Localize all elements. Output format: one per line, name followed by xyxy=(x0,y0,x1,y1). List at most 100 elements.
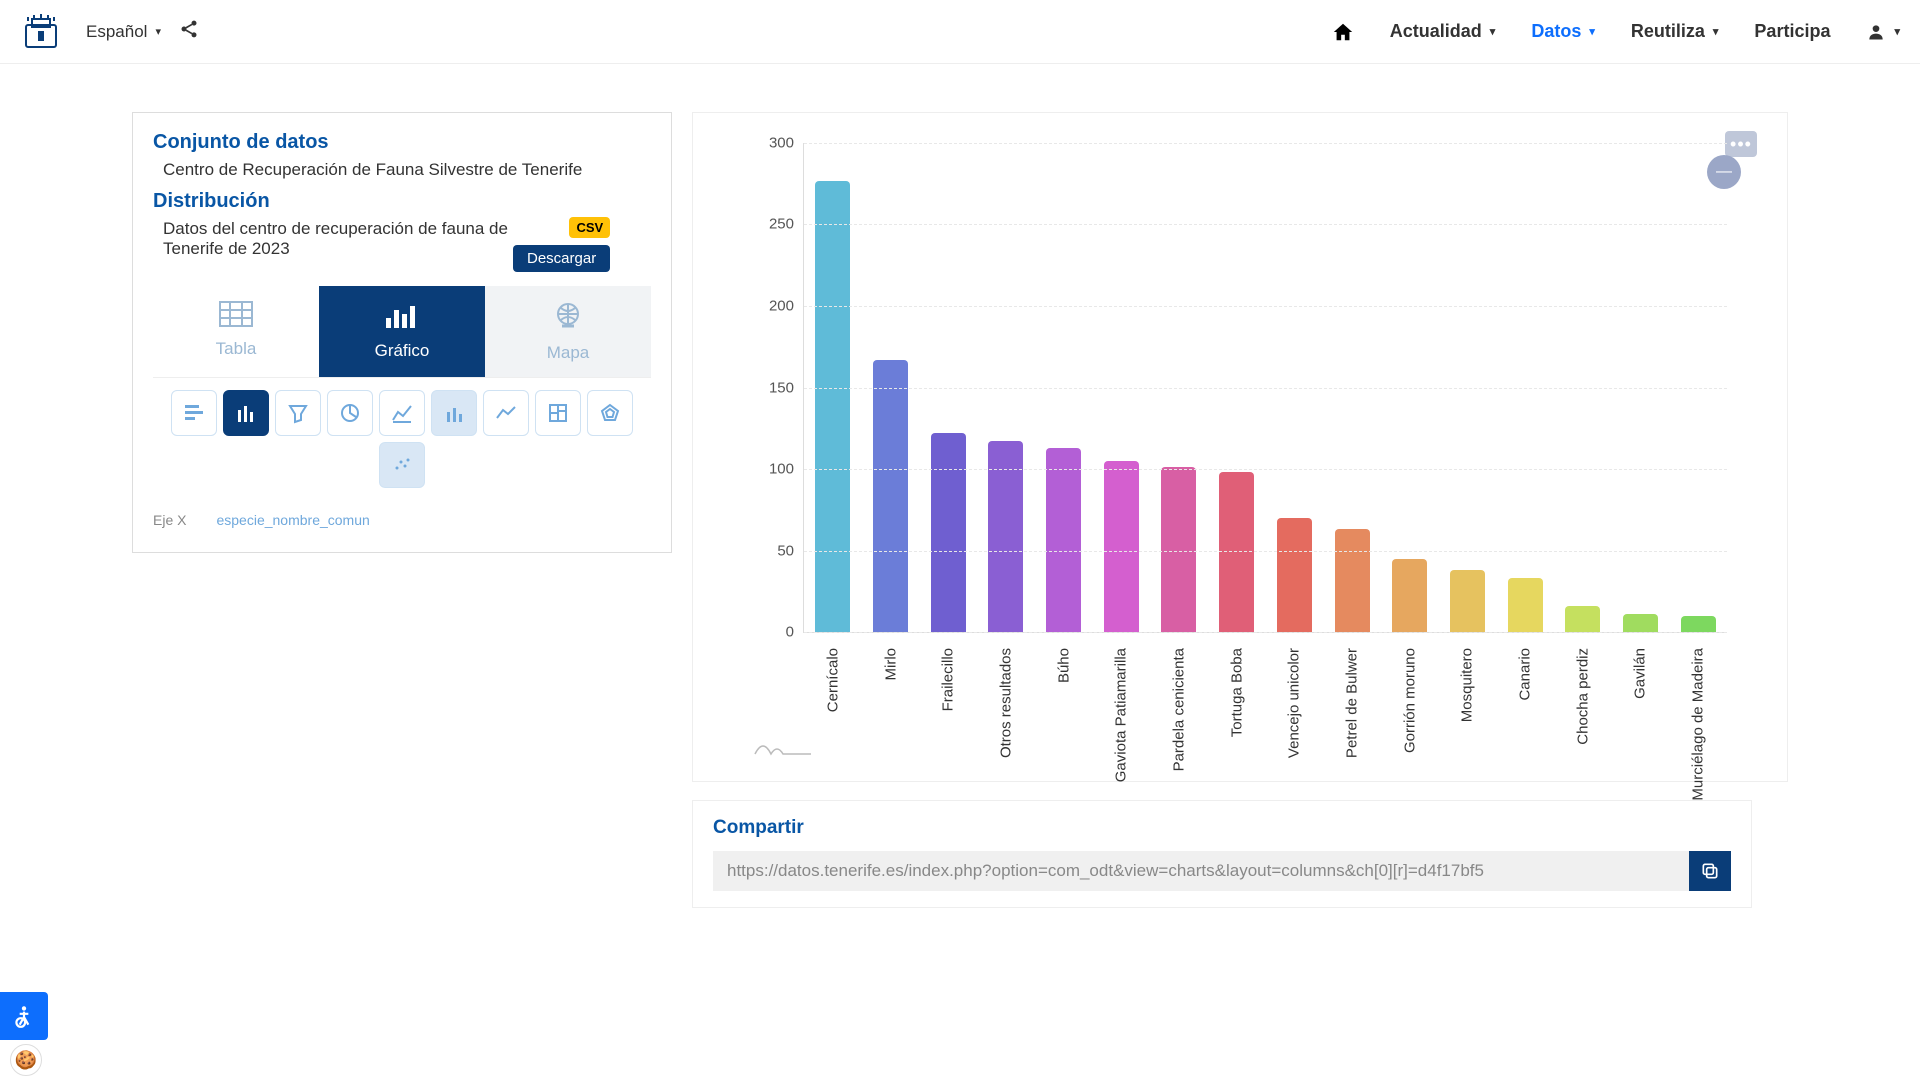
chart-type-vbar[interactable] xyxy=(223,390,269,436)
logo[interactable] xyxy=(20,11,62,53)
share-title: Compartir xyxy=(713,817,1731,839)
csv-badge: CSV xyxy=(569,217,610,238)
bar-label: Frailecillo xyxy=(940,644,957,711)
grid-line xyxy=(804,143,1727,144)
nav-participa[interactable]: Participa xyxy=(1754,21,1830,42)
chart-menu-button[interactable]: ••• xyxy=(1725,131,1757,157)
bar-label: Cernícalo xyxy=(824,644,841,712)
tab-tabla[interactable]: Tabla xyxy=(153,286,319,377)
bar-label: Chocha perdiz xyxy=(1574,644,1591,745)
bar-label: Vencejo unicolor xyxy=(1286,644,1303,758)
language-selector[interactable]: Español ▾ xyxy=(86,22,161,42)
grid-line xyxy=(804,306,1727,307)
grid-line xyxy=(804,632,1727,633)
accessibility-button[interactable] xyxy=(0,992,48,1040)
nav-datos[interactable]: Datos ▾ xyxy=(1531,21,1595,42)
y-tick-label: 250 xyxy=(769,216,804,233)
chart-plot: CernícaloMirloFrailecilloOtros resultado… xyxy=(803,143,1727,633)
bar-label: Murciélago de Madeira xyxy=(1690,644,1707,801)
bar[interactable] xyxy=(1623,614,1658,632)
bar[interactable] xyxy=(1565,606,1600,632)
chevron-down-icon: ▾ xyxy=(1894,25,1900,38)
chart-type-hbar[interactable] xyxy=(171,390,217,436)
distribution-text: Datos del centro de recuperación de faun… xyxy=(153,219,513,259)
nav-home[interactable] xyxy=(1332,21,1354,43)
chart-wrapper: ••• — CernícaloMirloFrailecilloOtros res… xyxy=(733,131,1757,761)
y-tick-label: 0 xyxy=(786,624,804,641)
language-label: Español xyxy=(86,22,147,42)
bar[interactable] xyxy=(931,433,966,632)
chart-panel: ••• — CernícaloMirloFrailecilloOtros res… xyxy=(692,112,1788,782)
table-icon xyxy=(218,300,254,333)
bar[interactable] xyxy=(1104,461,1139,632)
chart-type-area[interactable] xyxy=(379,390,425,436)
chart-type-treemap[interactable] xyxy=(535,390,581,436)
bar[interactable] xyxy=(1508,578,1543,632)
dataset-panel: Conjunto de datos Centro de Recuperación… xyxy=(132,112,672,553)
tab-grafico[interactable]: Gráfico xyxy=(319,286,485,377)
bar-label: Gorrión moruno xyxy=(1401,644,1418,753)
chevron-down-icon: ▾ xyxy=(155,25,161,38)
tab-mapa[interactable]: Mapa xyxy=(485,286,651,377)
chevron-down-icon: ▾ xyxy=(1713,25,1719,38)
bar-label: Otros resultados xyxy=(997,644,1014,758)
axis-config: Eje X especie_nombre_comun xyxy=(153,512,651,528)
bar-label: Tortuga Boba xyxy=(1228,644,1245,737)
nav-reutiliza[interactable]: Reutiliza ▾ xyxy=(1631,21,1719,42)
main-nav: Actualidad ▾ Datos ▾ Reutiliza ▾ Partici… xyxy=(1332,21,1900,43)
view-tabs: Tabla Gráfico Mapa xyxy=(153,286,651,378)
y-tick-label: 300 xyxy=(769,135,804,152)
share-icon[interactable] xyxy=(179,19,199,44)
bar-label: Gaviota Patiamarilla xyxy=(1113,644,1130,782)
grid-line xyxy=(804,469,1727,470)
bar[interactable] xyxy=(873,360,908,632)
globe-icon xyxy=(552,300,584,337)
bar-label: Pardela cenicienta xyxy=(1170,644,1187,771)
chevron-down-icon: ▾ xyxy=(1490,25,1496,38)
bar[interactable] xyxy=(1277,518,1312,632)
download-button[interactable]: Descargar xyxy=(513,245,610,272)
chevron-down-icon: ▾ xyxy=(1589,25,1595,38)
bar-label: Mirlo xyxy=(882,644,899,681)
axis-label: Eje X xyxy=(153,512,186,528)
share-section: Compartir xyxy=(692,800,1752,908)
chart-type-selector xyxy=(153,390,651,436)
y-tick-label: 100 xyxy=(769,460,804,477)
chart-type-line[interactable] xyxy=(483,390,529,436)
bar[interactable] xyxy=(1219,472,1254,632)
main-content: Conjunto de datos Centro de Recuperación… xyxy=(0,64,1920,782)
y-tick-label: 150 xyxy=(769,379,804,396)
bar-label: Gavilán xyxy=(1632,644,1649,699)
y-tick-label: 200 xyxy=(769,297,804,314)
grid-line xyxy=(804,388,1727,389)
chart-type-radar[interactable] xyxy=(587,390,633,436)
dataset-name: Centro de Recuperación de Fauna Silvestr… xyxy=(153,160,651,180)
axis-value[interactable]: especie_nombre_comun xyxy=(216,512,369,528)
bar[interactable] xyxy=(1046,448,1081,632)
chart-type-vbar2[interactable] xyxy=(431,390,477,436)
copy-button[interactable] xyxy=(1689,851,1731,891)
chart-type-pie[interactable] xyxy=(327,390,373,436)
dataset-title: Conjunto de datos xyxy=(153,131,651,154)
nav-user[interactable]: ▾ xyxy=(1866,22,1900,42)
share-url-input[interactable] xyxy=(713,851,1689,891)
bar-label: Canario xyxy=(1517,644,1534,701)
bar-label: Petrel de Bulwer xyxy=(1344,644,1361,758)
cookie-button[interactable]: 🍪 xyxy=(10,1044,42,1076)
nav-actualidad[interactable]: Actualidad ▾ xyxy=(1390,21,1496,42)
bar[interactable] xyxy=(1450,570,1485,632)
bar[interactable] xyxy=(1392,559,1427,632)
chart-type-funnel[interactable] xyxy=(275,390,321,436)
bar-label: Búho xyxy=(1055,644,1072,683)
distribution-title: Distribución xyxy=(153,190,651,213)
bar-label: Mosquitero xyxy=(1459,644,1476,722)
overview-curve xyxy=(753,734,813,761)
bar[interactable] xyxy=(1335,529,1370,632)
chart-type-scatter[interactable] xyxy=(379,442,425,488)
bar[interactable] xyxy=(815,181,850,633)
grid-line xyxy=(804,551,1727,552)
bar[interactable] xyxy=(1681,616,1716,632)
grid-line xyxy=(804,224,1727,225)
header: Español ▾ Actualidad ▾ Datos ▾ Reutiliza… xyxy=(0,0,1920,64)
y-tick-label: 50 xyxy=(777,542,804,559)
